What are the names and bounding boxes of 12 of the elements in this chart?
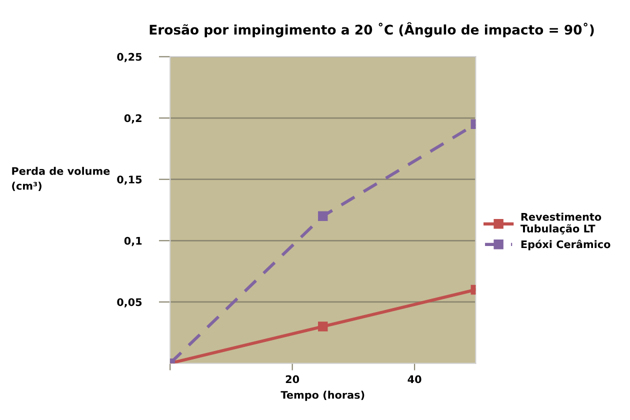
legend-label: Epóxi Cerâmico bbox=[521, 240, 610, 250]
y-axis-title: Perda de volume (cm³) bbox=[12, 166, 110, 192]
x-tick-label: 20 bbox=[286, 375, 300, 384]
y-tick-label: 0,1 bbox=[124, 236, 142, 246]
y-tick-label: 0,2 bbox=[124, 114, 142, 124]
x-axis-title: Tempo (horas) bbox=[280, 390, 364, 401]
y-tick-label: 0,15 bbox=[117, 176, 142, 185]
y-tick-label: 0,25 bbox=[117, 52, 142, 62]
legend-label: Revestimento Tubulação LT bbox=[520, 212, 602, 234]
x-tick-label: 40 bbox=[408, 375, 422, 384]
chart-title: Erosão por impingimento a 20 ˚C (Ângulo de impacto = 90˚) bbox=[150, 22, 594, 38]
y-tick-label: 0,05 bbox=[117, 298, 142, 308]
